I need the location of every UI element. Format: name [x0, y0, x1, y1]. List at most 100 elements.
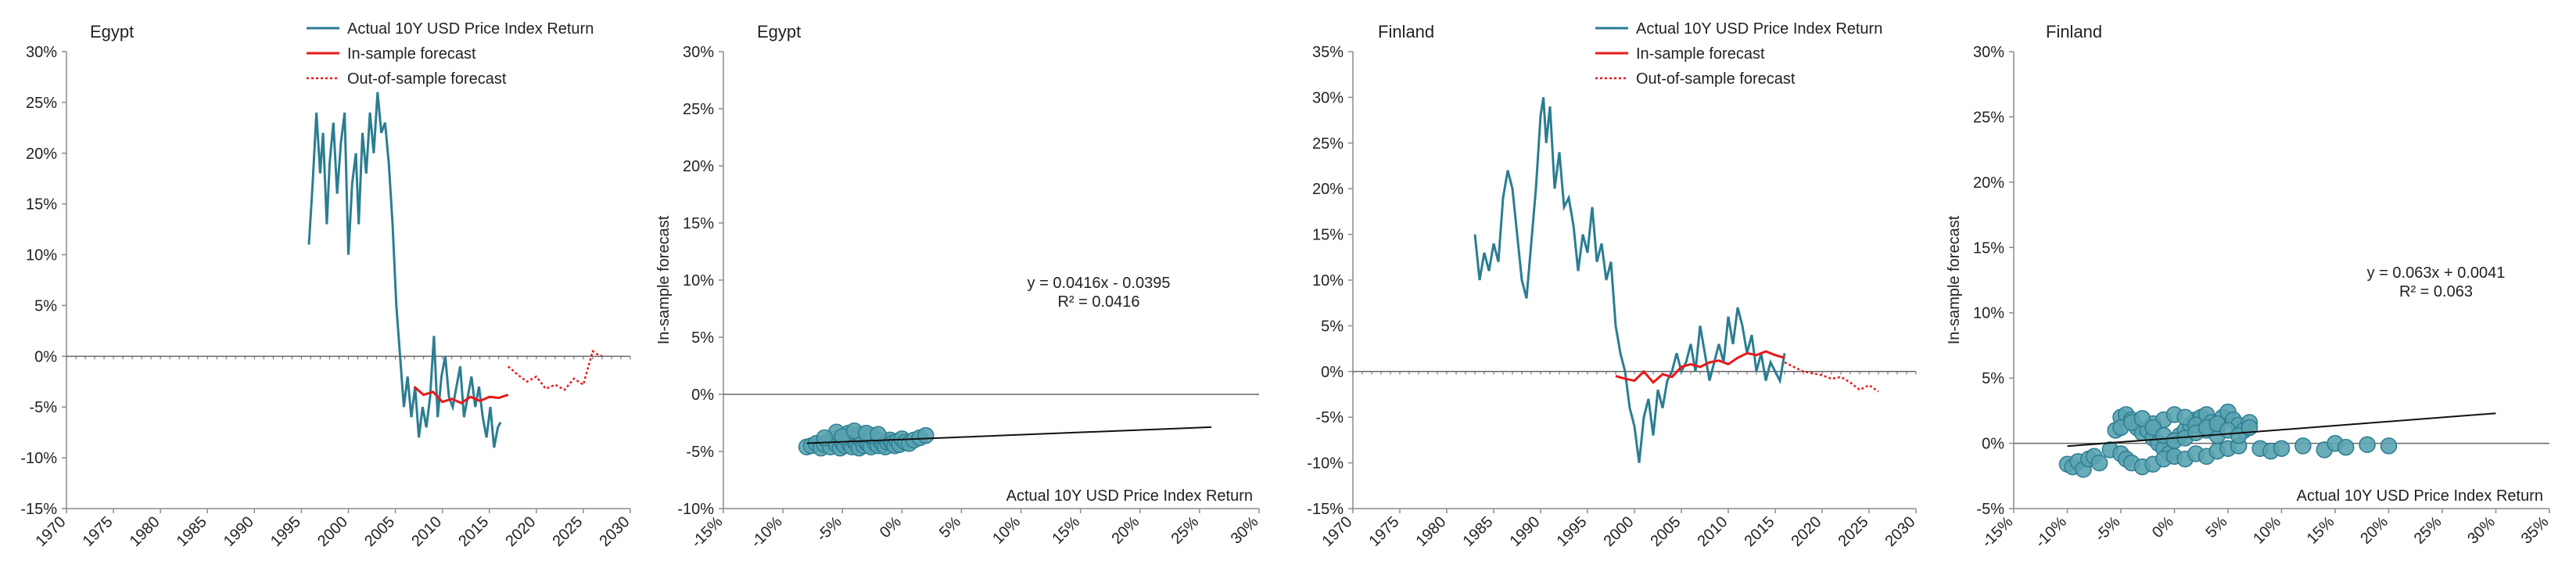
- y-tick-label: 0%: [1982, 436, 2004, 453]
- y-tick-label: -5%: [686, 444, 714, 461]
- x-tick-label: 2005: [361, 513, 398, 550]
- y-tick-label: -10%: [677, 501, 714, 518]
- y-tick-label: 30%: [683, 44, 714, 61]
- x-tick-label: 20%: [1108, 513, 1143, 548]
- y-tick-label: 0%: [34, 348, 57, 365]
- x-tick-label: -5%: [2092, 513, 2124, 545]
- scatter-point: [2090, 454, 2108, 472]
- x-axis-title: Actual 10Y USD Price Index Return: [1006, 487, 1253, 505]
- y-tick-label: 25%: [1312, 135, 1344, 153]
- scatter-point: [917, 426, 935, 444]
- x-tick-label: 2010: [408, 513, 445, 550]
- x-tick-label: 2020: [1788, 513, 1825, 550]
- x-tick-label: -5%: [813, 513, 845, 545]
- x-tick-label: 30%: [1228, 513, 1262, 548]
- y-tick-label: -15%: [1307, 501, 1344, 518]
- x-tick-label: 1970: [33, 513, 70, 550]
- x-tick-label: 0%: [2149, 513, 2177, 541]
- x-tick-label: 20%: [2357, 513, 2391, 548]
- x-tick-label: 0%: [877, 513, 905, 541]
- chart-title: Egypt: [757, 22, 801, 41]
- series-in: [1615, 350, 1785, 384]
- y-tick-label: 0%: [1321, 364, 1344, 381]
- y-tick-label: 25%: [1973, 109, 2004, 126]
- y-tick-label: 35%: [1312, 44, 1344, 61]
- x-tick-label: 2030: [1882, 513, 1919, 550]
- y-tick-label: 25%: [26, 95, 57, 112]
- scatter-point: [2133, 410, 2151, 427]
- scatter-point: [2359, 436, 2376, 453]
- x-tick-label: 1990: [221, 513, 257, 550]
- r-squared: R² = 0.063: [2399, 283, 2473, 300]
- y-tick-label: 10%: [26, 247, 57, 264]
- series-actual: [307, 92, 502, 448]
- x-tick-label: 15%: [2304, 513, 2338, 548]
- y-axis-title: In-sample forecast: [655, 215, 673, 344]
- x-tick-label: 10%: [2250, 513, 2284, 548]
- x-tick-label: 1975: [1366, 513, 1403, 550]
- x-tick-label: 25%: [2411, 513, 2445, 548]
- x-tick-label: 2000: [314, 513, 351, 550]
- y-tick-label: 5%: [691, 329, 714, 347]
- scatter-point: [2380, 437, 2398, 455]
- x-tick-label: 15%: [1049, 513, 1083, 548]
- y-tick-label: 20%: [1973, 174, 2004, 192]
- y-tick-label: 20%: [26, 146, 57, 163]
- chart-3: Finland -15% -10% -5% 0% 5% 10% 15% 20% 25% 30% 35%…: [1307, 20, 1918, 550]
- y-tick-label: 10%: [683, 272, 714, 290]
- series-in: [413, 386, 509, 405]
- legend-label: In-sample forecast: [1636, 45, 1765, 63]
- legend-label: Out-of-sample forecast: [1636, 70, 1796, 88]
- x-tick-label: 35%: [2518, 513, 2553, 548]
- y-tick-label: 15%: [26, 196, 57, 214]
- x-tick-label: 30%: [2464, 513, 2499, 548]
- y-tick-label: -10%: [20, 450, 57, 467]
- x-tick-label: 1980: [1413, 513, 1450, 550]
- x-tick-label: 5%: [936, 513, 964, 541]
- y-tick-label: 15%: [683, 215, 714, 232]
- scatter-point: [2273, 440, 2291, 457]
- y-tick-label: 5%: [1982, 370, 2004, 387]
- y-tick-label: 30%: [26, 44, 57, 61]
- x-tick-label: 2025: [1835, 513, 1872, 550]
- legend-label: Actual 10Y USD Price Index Return: [347, 20, 594, 38]
- y-tick-label: 15%: [1312, 227, 1344, 244]
- x-tick-label: 2020: [502, 513, 539, 550]
- x-tick-label: 25%: [1168, 513, 1203, 548]
- x-tick-label: 1985: [174, 513, 210, 550]
- y-tick-label: -5%: [1976, 501, 2004, 518]
- y-tick-label: -5%: [29, 399, 57, 416]
- x-tick-label: -10%: [748, 513, 786, 552]
- x-tick-label: -10%: [2032, 513, 2070, 552]
- legend-label: Out-of-sample forecast: [347, 70, 507, 88]
- y-tick-label: -10%: [1307, 455, 1344, 473]
- x-tick-label: 1975: [80, 513, 117, 550]
- scatter-point: [870, 426, 887, 443]
- series-out: [507, 349, 603, 391]
- chart-4: Finland -5% 0% 5% 10% 15% 20% 25% 30% -15% -10% -5%…: [1946, 22, 2553, 552]
- trendline: [2067, 412, 2496, 448]
- r-squared: R² = 0.0416: [1057, 293, 1139, 311]
- x-tick-label: 1985: [1460, 513, 1497, 550]
- y-tick-label: 15%: [1973, 239, 2004, 257]
- trendline: [806, 426, 1212, 444]
- y-tick-label: 5%: [34, 297, 57, 315]
- x-tick-label: -15%: [688, 513, 727, 552]
- trend-equation: y = 0.063x + 0.0041: [2367, 264, 2506, 282]
- x-axis-title: Actual 10Y USD Price Index Return: [2297, 487, 2543, 505]
- y-tick-label: 20%: [1312, 181, 1344, 198]
- legend-label: Actual 10Y USD Price Index Return: [1636, 20, 1882, 38]
- x-tick-label: 2030: [597, 513, 633, 550]
- chart-1: Egypt -15% -10% -5% 0% 5% 10% 15% 20% 25% 30% 1970 1…: [20, 20, 633, 550]
- x-tick-label: 2025: [549, 513, 586, 550]
- y-axis-title: In-sample forecast: [1946, 215, 1963, 344]
- series-out: [1784, 361, 1879, 393]
- x-tick-label: 1995: [267, 513, 304, 550]
- x-tick-label: 1990: [1507, 513, 1544, 550]
- x-tick-label: 2015: [455, 513, 492, 550]
- series-actual: [1473, 97, 1786, 463]
- legend-label: In-sample forecast: [347, 45, 476, 63]
- x-tick-label: 1970: [1319, 513, 1356, 550]
